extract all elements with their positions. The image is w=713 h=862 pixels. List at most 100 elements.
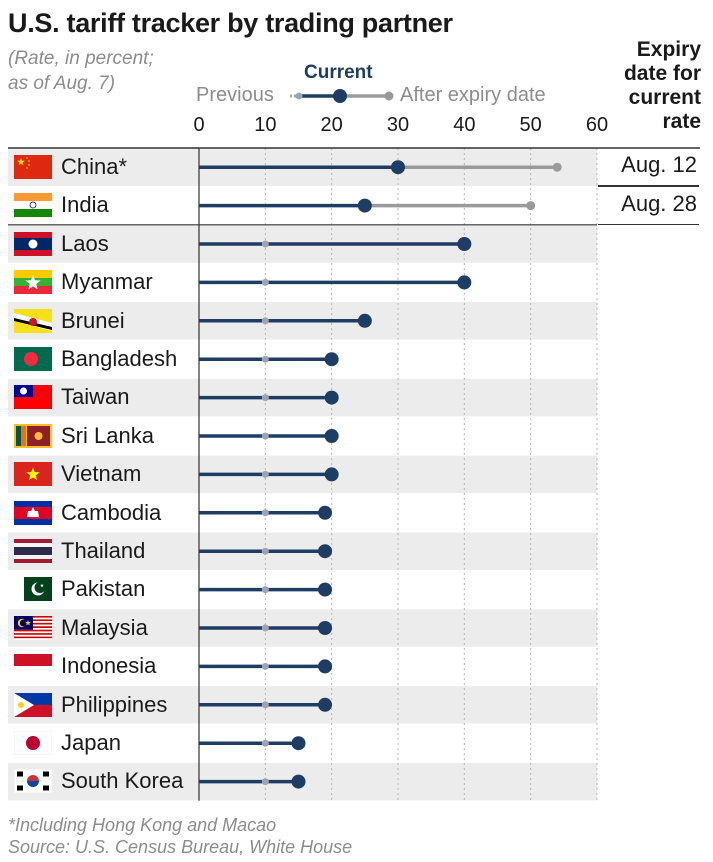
row-marks-12	[199, 621, 333, 635]
expiry-column-header: Expiry date for current rate	[581, 38, 701, 134]
japan-flag-icon	[13, 730, 53, 756]
china-flag-icon	[14, 155, 52, 179]
expiry-date: Aug. 28	[598, 186, 699, 225]
x-tick-label-10: 10	[254, 114, 277, 136]
thailand-flag-icon	[14, 539, 52, 563]
india-flag-icon	[14, 193, 52, 218]
current-dot	[357, 313, 372, 328]
current-dot	[318, 621, 333, 635]
legend-previous-label: Previous	[196, 84, 274, 106]
expiry-header-line-1: Expiry	[636, 38, 701, 61]
country-label: South Korea	[61, 768, 184, 794]
chart-footnote: *Including Hong Kong and Macao Source: U…	[8, 814, 352, 858]
country-label: Laos	[61, 230, 109, 256]
row-marks-4	[199, 313, 372, 328]
subtitle-line-1: (Rate, in percent;	[8, 48, 154, 69]
previous-dot	[261, 547, 269, 555]
current-dot	[318, 544, 333, 559]
current-dot	[357, 198, 372, 213]
myanmar-flag-icon	[14, 270, 52, 295]
row-marks-14	[199, 697, 333, 712]
country-label: Indonesia	[61, 653, 157, 679]
x-tick-label-20: 20	[320, 114, 343, 136]
row-marks-11	[199, 582, 333, 597]
row-marks-6	[199, 390, 339, 405]
previous-dot	[261, 624, 269, 632]
previous-dot	[261, 355, 269, 363]
current-dot	[291, 736, 306, 751]
country-label: China*	[61, 154, 128, 179]
row-marks-9	[199, 505, 333, 520]
country-label: Vietnam	[61, 461, 142, 487]
expiry-date: Aug. 12	[598, 148, 699, 187]
previous-dot	[261, 778, 269, 786]
chart-title: U.S. tariff tracker by trading partner	[8, 8, 453, 38]
expiry-header-line-3: current	[628, 86, 701, 109]
row-marks-10	[199, 544, 333, 559]
row-marks-15	[199, 736, 306, 751]
pakistan-flag-icon	[14, 577, 52, 602]
southkorea-flag-icon	[13, 769, 53, 794]
row-marks-16	[199, 774, 306, 789]
taiwan-flag-icon	[14, 385, 52, 410]
current-dot	[318, 505, 333, 520]
previous-dot	[261, 394, 269, 402]
current-dot	[324, 429, 339, 443]
previous-dot	[261, 586, 269, 594]
footnote-china: *Including Hong Kong and Macao	[8, 815, 277, 835]
country-label: Myanmar	[61, 269, 153, 295]
after-dot	[552, 162, 562, 172]
philippines-flag-icon	[14, 692, 52, 717]
current-dot	[324, 352, 339, 367]
row-marks-0	[199, 160, 562, 175]
country-label: Sri Lanka	[61, 422, 154, 448]
legend-after-label: After expiry date	[400, 84, 546, 106]
indonesia-flag-icon	[14, 654, 52, 679]
srilanka-flag-icon	[14, 423, 52, 448]
expiry-header-line-2: date for	[623, 62, 701, 85]
malaysia-flag-icon	[14, 615, 52, 640]
previous-dot	[261, 240, 269, 248]
row-marks-3	[199, 275, 472, 290]
x-tick-label-50: 50	[519, 114, 542, 136]
laos-flag-icon	[14, 231, 52, 256]
previous-dot	[261, 278, 269, 286]
country-label: Thailand	[61, 538, 146, 563]
subtitle-line-2: as of Aug. 7)	[8, 73, 116, 94]
current-dot	[318, 697, 333, 712]
row-marks-1	[199, 198, 536, 213]
country-label: Taiwan	[61, 384, 130, 410]
previous-dot	[261, 662, 269, 670]
row-marks-7	[199, 429, 339, 443]
country-label: Philippines	[61, 691, 168, 717]
expiry-header-line-4: rate	[662, 110, 701, 133]
x-tick-label-0: 0	[193, 114, 205, 136]
current-dot	[324, 390, 339, 405]
previous-dot	[261, 470, 269, 478]
current-dot	[318, 582, 333, 597]
brunei-flag-icon	[14, 308, 52, 333]
country-label: Pakistan	[61, 576, 146, 602]
country-label: Bangladesh	[61, 346, 178, 371]
previous-dot	[261, 739, 269, 747]
current-dot	[318, 659, 333, 674]
x-tick-label-30: 30	[386, 114, 410, 136]
row-marks-13	[199, 659, 333, 674]
footnote-source: Source: U.S. Census Bureau, White House	[8, 837, 353, 857]
previous-dot	[261, 317, 269, 325]
cambodia-flag-icon	[14, 500, 52, 525]
x-tick-label-60: 60	[585, 114, 609, 136]
country-label: Cambodia	[61, 499, 162, 525]
legend-current-dot	[333, 89, 347, 103]
previous-dot	[261, 701, 269, 709]
after-dot	[526, 201, 536, 211]
vietnam-flag-icon	[14, 462, 52, 487]
row-marks-5	[199, 352, 339, 367]
country-label: India	[61, 192, 109, 218]
x-tick-label-40: 40	[453, 114, 476, 136]
row-marks-8	[199, 467, 339, 482]
row-marks-2	[199, 237, 472, 251]
legend-current-label: Current	[304, 62, 373, 83]
previous-dot	[261, 509, 269, 517]
